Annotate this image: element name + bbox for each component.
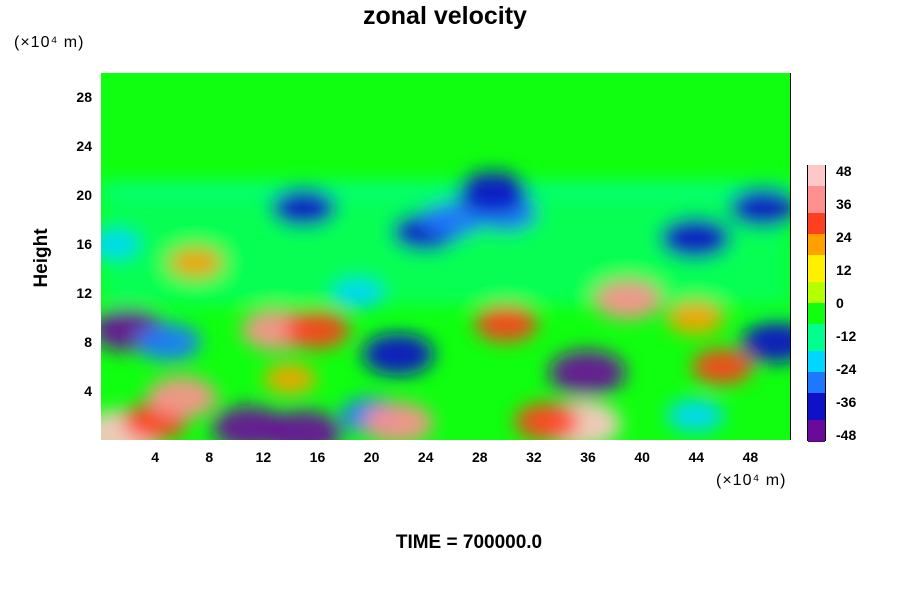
x-tick-label: 36 (580, 449, 596, 465)
velocity-cell (691, 348, 754, 385)
x-tick-label: 24 (417, 449, 434, 465)
x-tick-label: 44 (688, 449, 705, 465)
velocity-cell (264, 363, 317, 394)
colorbar-segment (808, 434, 825, 443)
x-axis-unit: (×10⁴ m) (716, 472, 787, 489)
colorbar-tick-label: -36 (836, 394, 857, 410)
chart-title: zonal velocity (363, 2, 527, 30)
x-tick-label: 20 (363, 449, 380, 465)
x-tick-label: 28 (472, 449, 488, 465)
velocity-cell (362, 333, 435, 376)
y-tick-label: 16 (76, 236, 92, 253)
velocity-cell (284, 310, 350, 349)
y-tick-label: 24 (76, 138, 92, 155)
x-tick-label: 48 (742, 449, 759, 465)
velocity-cell (666, 398, 725, 433)
velocity-cell (136, 323, 201, 362)
y-axis-unit: (×10⁴ m) (14, 34, 85, 51)
velocity-cell (167, 246, 224, 279)
x-tick-label: 4 (151, 449, 160, 465)
velocity-cell (330, 277, 385, 309)
time-label: TIME = 700000.0 (395, 532, 543, 553)
x-tick-label: 32 (526, 449, 542, 465)
y-tick-label: 12 (76, 285, 92, 302)
x-tick-label: 40 (634, 449, 650, 465)
velocity-cell (474, 305, 538, 343)
colorbar-tick-label: -24 (836, 361, 857, 377)
y-tick-label: 4 (84, 383, 92, 400)
velocity-cell (548, 349, 626, 396)
velocity-cell (666, 300, 725, 335)
velocity-cell (456, 171, 529, 215)
velocity-cell (659, 216, 732, 260)
x-tick-label: 12 (255, 449, 272, 465)
y-tick-label: 28 (76, 89, 92, 106)
y-tick-label: 8 (84, 334, 92, 351)
colorbar-tick-label: 48 (836, 163, 852, 179)
velocity-cell (420, 201, 484, 239)
colorbar-tick-label: -48 (836, 427, 857, 443)
jet-band (101, 183, 790, 196)
contour-plot-area (101, 73, 791, 440)
velocity-cell (593, 279, 663, 320)
velocity-cell (741, 321, 790, 363)
colorbar-tick-label: 0 (836, 295, 844, 311)
velocity-cell (101, 228, 142, 260)
velocity-cell (728, 187, 790, 228)
colorbar-tick-label: 24 (836, 229, 852, 245)
y-tick-label: 20 (76, 187, 92, 204)
velocity-cell (363, 402, 434, 440)
x-tick-label: 16 (309, 449, 326, 465)
colorbar-tick-label: 36 (836, 196, 852, 212)
velocity-cell (514, 402, 580, 440)
velocity-cell (147, 376, 218, 418)
velocity-cell (270, 188, 337, 228)
colorbar-tick-label: -12 (836, 328, 857, 344)
colorbar-tick-label: 12 (836, 262, 852, 278)
x-tick-label: 8 (205, 449, 214, 465)
y-axis-label: Height (31, 228, 52, 288)
colorbar (807, 165, 826, 443)
velocity-cell (265, 409, 343, 440)
